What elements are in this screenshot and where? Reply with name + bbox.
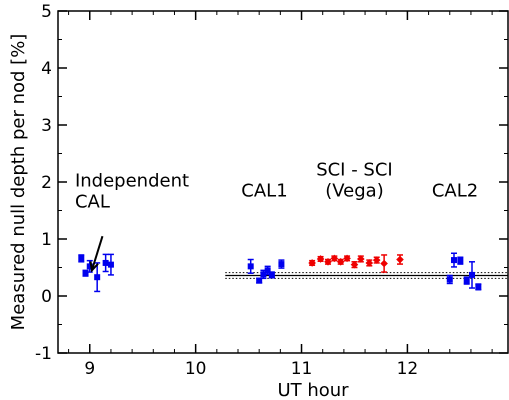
annotation-line: Independent <box>75 171 189 192</box>
x-tick-label: 9 <box>84 359 95 379</box>
sci-data-point <box>330 254 339 263</box>
sci-data-point <box>336 258 345 266</box>
annotation-arrow-head <box>89 261 99 273</box>
cal-data-point <box>457 257 464 264</box>
x-tick-label: 10 <box>185 359 207 379</box>
cal-data-point <box>256 277 263 284</box>
sci-data-point <box>343 254 351 263</box>
cal-data-point <box>78 255 85 262</box>
sci-data-point <box>308 259 316 267</box>
sci-data-point <box>365 259 374 267</box>
sci-data-point <box>372 256 381 264</box>
annotation-2: SCI - SCI(Vega) <box>316 159 393 201</box>
cal-data-point <box>475 283 482 290</box>
annotation-line: CAL1 <box>241 180 287 201</box>
cal-data-point <box>446 276 453 283</box>
cal-data-point <box>463 277 470 284</box>
cal-data-point <box>82 270 89 277</box>
annotation-3: CAL2 <box>432 180 478 201</box>
sci-data-point <box>324 258 332 266</box>
annotation-line: SCI - SCI <box>316 159 393 180</box>
sci-data-point <box>357 255 365 263</box>
cal-data-point <box>94 274 101 281</box>
y-tick-label: 0 <box>41 287 52 307</box>
y-tick-label: 4 <box>41 59 52 79</box>
y-tick-label: -1 <box>35 344 52 364</box>
x-tick-label: 11 <box>291 359 313 379</box>
cal-data-point <box>102 259 109 266</box>
cal-data-point <box>247 263 254 270</box>
cal-data-point <box>469 271 475 278</box>
y-tick-label: 2 <box>41 173 52 193</box>
annotation-line: CAL <box>75 192 110 213</box>
y-tick-label: 3 <box>41 116 52 136</box>
annotation-line: (Vega) <box>325 180 384 201</box>
sci-data-point <box>380 259 388 268</box>
annotation-line: CAL2 <box>432 180 478 201</box>
cal-data-point <box>451 257 457 264</box>
x-axis-title: UT hour <box>277 380 349 400</box>
x-tick-label: 12 <box>397 359 419 379</box>
y-tick-label: 1 <box>41 230 52 250</box>
cal-data-point <box>268 271 275 278</box>
cal-data-point <box>86 263 93 270</box>
cal-data-point <box>107 261 114 268</box>
annotation-1: CAL1 <box>241 180 287 201</box>
y-axis-title: Measured null depth per nod [%] <box>8 34 29 331</box>
annotation-arrow-shaft <box>90 235 104 271</box>
cal-data-point <box>278 261 285 268</box>
cal-data-point <box>264 267 271 274</box>
sci-data-point <box>316 255 325 263</box>
sci-data-point <box>396 255 404 264</box>
y-tick-label: 5 <box>41 2 52 22</box>
sci-data-point <box>350 260 359 269</box>
cal-data-point <box>260 271 267 278</box>
